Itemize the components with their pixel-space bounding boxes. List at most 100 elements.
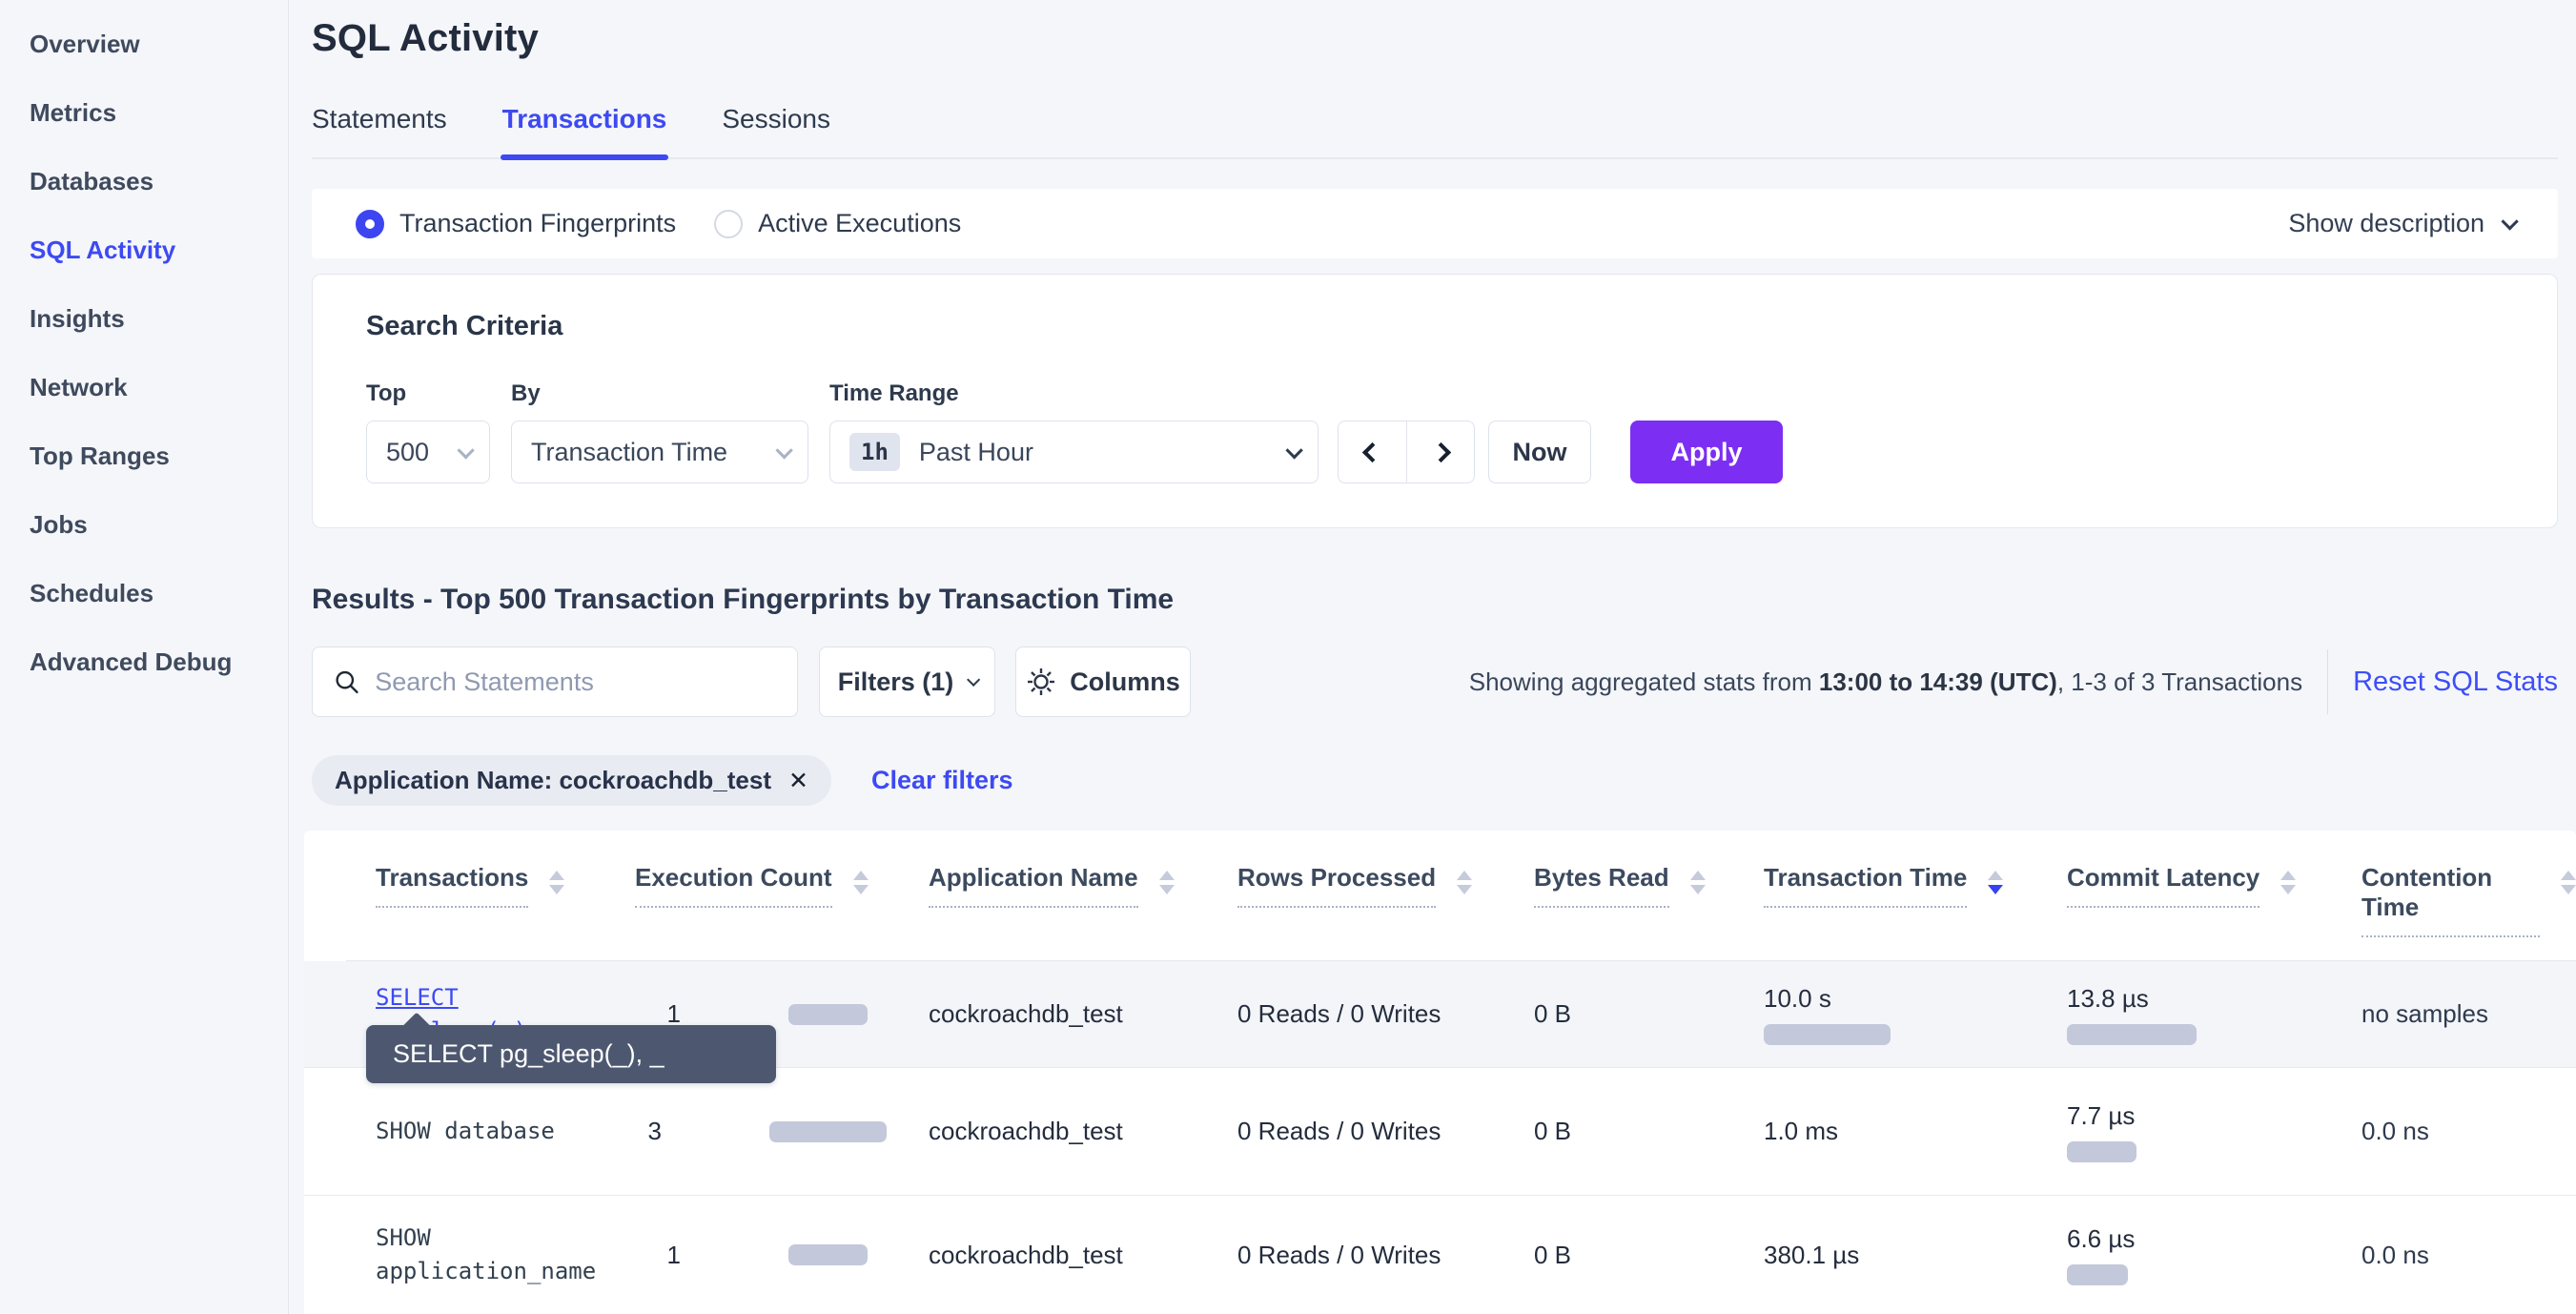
contention-time-value: no samples	[2361, 999, 2488, 1028]
application-name-value: cockroachdb_test	[929, 1240, 1123, 1269]
column-label: Transaction Time	[1764, 863, 1968, 908]
results-toolbar: Filters (1) Columns Showing aggregated s…	[312, 647, 2558, 717]
sidebar-item-metrics[interactable]: Metrics	[30, 97, 117, 127]
column-header-transaction-time[interactable]: Transaction Time	[1734, 831, 2037, 960]
aggregated-stats-note: Showing aggregated stats from 13:00 to 1…	[1469, 667, 2302, 697]
execution-count-value: 3	[647, 1117, 662, 1145]
execution-count-bar	[787, 1003, 868, 1025]
view-toggle-bar: Transaction Fingerprints Active Executio…	[312, 189, 2558, 258]
commit-latency-cell: 7.7 µs	[2037, 1068, 2332, 1195]
sidebar-item-schedules[interactable]: Schedules	[30, 578, 154, 607]
apply-button[interactable]: Apply	[1630, 421, 1783, 483]
close-icon[interactable]: ✕	[788, 767, 808, 794]
tab-transactions[interactable]: Transactions	[500, 104, 669, 160]
column-header-commit-latency[interactable]: Commit Latency	[2037, 831, 2332, 960]
sidebar-item-network[interactable]: Network	[30, 372, 128, 401]
search-input[interactable]	[375, 667, 776, 697]
bytes-read-cell: 0 B	[1504, 1068, 1734, 1195]
rows-processed-value: 0 Reads / 0 Writes	[1237, 999, 1441, 1028]
stats-suffix: , 1-3 of 3 Transactions	[2056, 667, 2303, 696]
commit-latency-value: 13.8 µs	[2067, 983, 2149, 1013]
sort-icon[interactable]	[1689, 871, 1706, 894]
time-range-field: Time Range 1h Past Hour	[829, 380, 1319, 483]
time-range-badge: 1h	[849, 433, 900, 471]
sidebar-item-insights[interactable]: Insights	[30, 303, 125, 333]
execution-count-bar	[768, 1120, 887, 1142]
sidebar-item-overview[interactable]: Overview	[30, 29, 140, 58]
time-range-next-button[interactable]	[1406, 421, 1474, 482]
sort-icon[interactable]	[852, 871, 869, 894]
reset-sql-stats-link[interactable]: Reset SQL Stats	[2353, 666, 2558, 697]
rows-processed-cell: 0 Reads / 0 Writes	[1208, 1068, 1504, 1195]
search-criteria-title: Search Criteria	[366, 311, 563, 341]
bytes-read-value: 0 B	[1534, 999, 1572, 1028]
sidebar-item-jobs[interactable]: Jobs	[30, 509, 88, 539]
transaction-cell: SHOW application_name	[346, 1196, 605, 1314]
bytes-read-cell: 0 B	[1504, 961, 1734, 1067]
by-select[interactable]: Transaction Time	[511, 421, 808, 483]
transaction-time-value: 1.0 ms	[1764, 1117, 1839, 1145]
show-description-toggle[interactable]: Show description	[2288, 209, 2519, 238]
column-header-contention-time[interactable]: Contention Time	[2332, 831, 2576, 960]
filters-label: Filters (1)	[837, 667, 954, 696]
application-name-value: cockroachdb_test	[929, 1117, 1123, 1145]
search-box	[312, 647, 798, 717]
sidebar-item-advanced-debug[interactable]: Advanced Debug	[30, 647, 233, 676]
tab-statements[interactable]: Statements	[312, 104, 447, 133]
chevron-down-icon	[775, 441, 793, 460]
filters-button[interactable]: Filters (1)	[819, 647, 995, 717]
sidebar-item-sql-activity[interactable]: SQL Activity	[30, 235, 176, 264]
radio-active-executions[interactable]: Active Executions	[714, 209, 961, 238]
transaction-fingerprint-text[interactable]: SHOW application_name	[376, 1224, 597, 1284]
page-title: SQL Activity	[312, 17, 540, 59]
statement-tooltip: SELECT pg_sleep(_), _	[366, 1025, 776, 1083]
column-header-application-name[interactable]: Application Name	[899, 831, 1208, 960]
radio-selected-icon	[356, 209, 384, 238]
sort-icon[interactable]	[1457, 871, 1473, 894]
table-header-row: Transactions Execution Count Application…	[346, 831, 2576, 961]
column-header-rows-processed[interactable]: Rows Processed	[1208, 831, 1504, 960]
chevron-down-icon	[967, 672, 981, 687]
time-range-select[interactable]: 1h Past Hour	[829, 421, 1319, 483]
sidebar-item-top-ranges[interactable]: Top Ranges	[30, 441, 170, 470]
contention-time-value: 0.0 ns	[2361, 1240, 2429, 1269]
commit-latency-value: 6.6 µs	[2067, 1224, 2136, 1253]
transaction-time-value: 10.0 s	[1764, 983, 1831, 1013]
column-header-bytes-read[interactable]: Bytes Read	[1504, 831, 1734, 960]
transaction-time-cell: 1.0 ms	[1734, 1068, 2037, 1195]
sidebar: Overview Metrics Databases SQL Activity …	[0, 0, 289, 1314]
sort-icon[interactable]	[2280, 871, 2297, 894]
sort-icon[interactable]	[549, 871, 565, 894]
transaction-time-bar	[1764, 1023, 1891, 1045]
commit-latency-bar	[2067, 1140, 2136, 1162]
column-header-transactions[interactable]: Transactions	[346, 831, 605, 960]
sort-icon[interactable]	[1158, 871, 1175, 894]
sort-icon[interactable]	[1988, 871, 2004, 894]
stats-prefix: Showing aggregated stats from	[1468, 667, 1819, 696]
column-label: Rows Processed	[1237, 863, 1437, 908]
main-content: SQL Activity Statements Transactions Ses…	[289, 0, 2576, 1314]
rows-processed-value: 0 Reads / 0 Writes	[1237, 1117, 1441, 1145]
filter-chip-row: Application Name: cockroachdb_test ✕ Cle…	[312, 755, 2558, 806]
time-range-previous-button[interactable]	[1339, 421, 1406, 482]
execution-count-bar	[787, 1244, 868, 1265]
top-select[interactable]: 500	[366, 421, 490, 483]
application-name-cell: cockroachdb_test	[899, 1068, 1208, 1195]
clear-filters-link[interactable]: Clear filters	[870, 766, 1013, 794]
column-header-execution-count[interactable]: Execution Count	[605, 831, 899, 960]
sort-icon[interactable]	[2561, 871, 2576, 894]
commit-latency-bar	[2067, 1264, 2128, 1285]
radio-transaction-fingerprints[interactable]: Transaction Fingerprints	[356, 209, 676, 238]
chevron-down-icon	[457, 441, 475, 460]
app-name-filter-chip[interactable]: Application Name: cockroachdb_test ✕	[312, 755, 831, 806]
transaction-fingerprint-text[interactable]: SHOW database	[376, 1118, 555, 1144]
tab-sessions[interactable]: Sessions	[722, 104, 830, 133]
top-field: Top 500	[366, 380, 490, 483]
now-button[interactable]: Now	[1488, 421, 1591, 483]
columns-button[interactable]: Columns	[1015, 647, 1191, 717]
top-label: Top	[366, 380, 407, 406]
stats-range: 13:00 to 14:39 (UTC)	[1818, 667, 2057, 696]
sidebar-item-databases[interactable]: Databases	[30, 166, 154, 195]
transaction-time-cell: 380.1 µs	[1734, 1196, 2037, 1314]
